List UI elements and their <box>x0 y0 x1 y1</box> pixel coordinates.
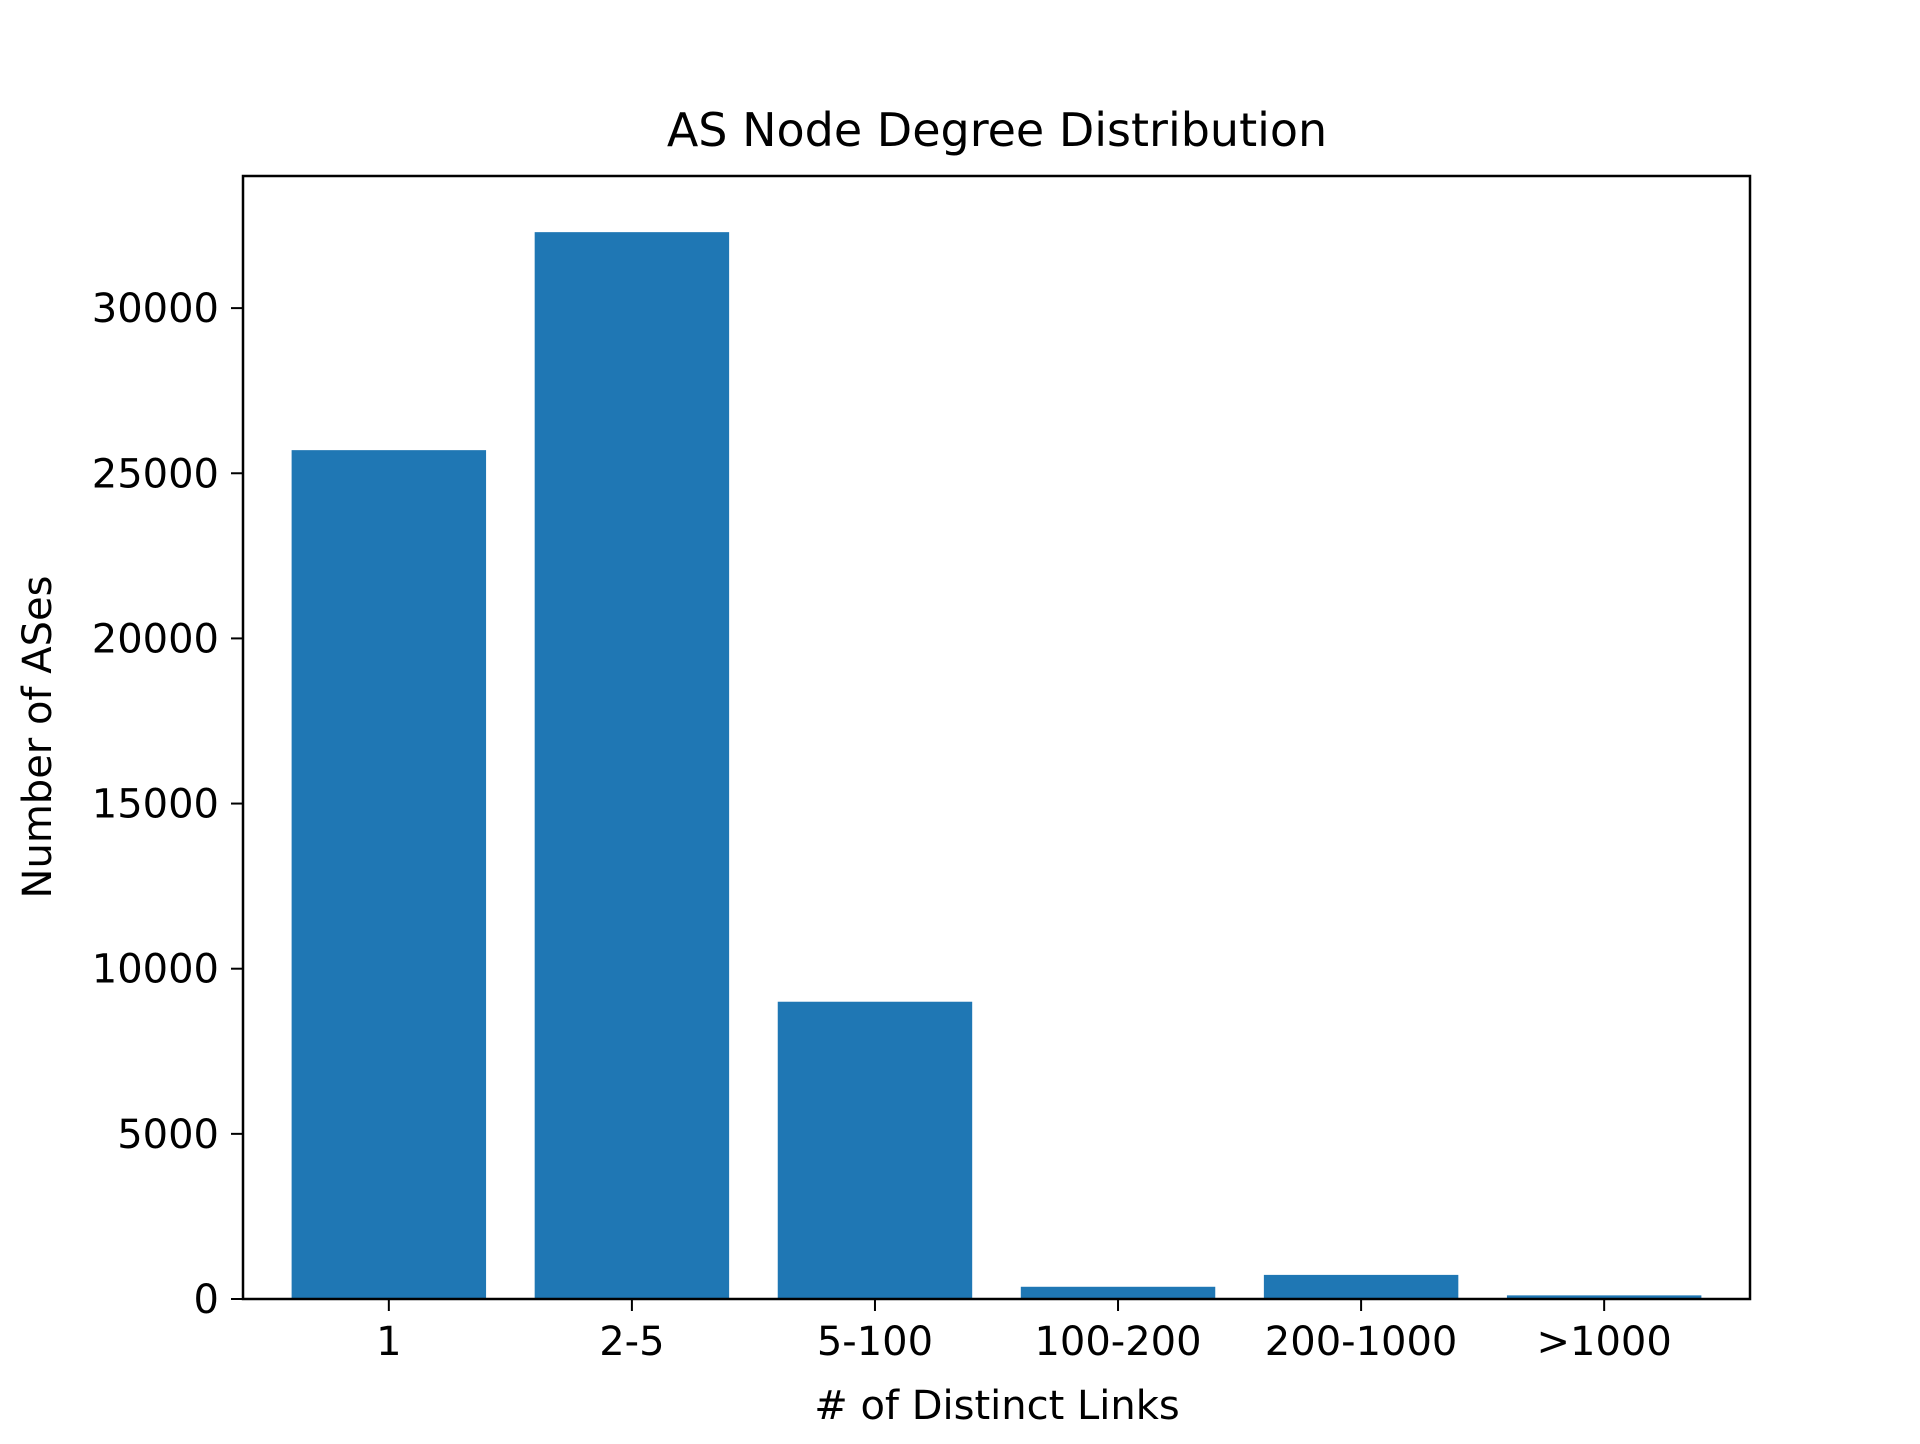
x-tick-label: 100-200 <box>1034 1319 1201 1365</box>
bar-200-1000 <box>1263 1274 1459 1299</box>
y-tick-label: 25000 <box>92 451 219 497</box>
x-tick-label: 1 <box>376 1319 401 1365</box>
x-axis: 1 2-5 5-100 100-200 200-1000 >1000 <box>376 1299 1672 1365</box>
x-tick-label: 5-100 <box>817 1319 933 1365</box>
chart-title: AS Node Degree Distribution <box>667 103 1327 157</box>
y-axis: 0 5000 10000 15000 20000 25000 30000 <box>92 286 243 1323</box>
x-tick-label: 200-1000 <box>1265 1319 1458 1365</box>
x-tick-label: >1000 <box>1537 1319 1672 1365</box>
bar-gt-1000 <box>1506 1295 1702 1299</box>
x-tick-label: 2-5 <box>599 1319 664 1365</box>
y-axis-label: Number of ASes <box>15 576 61 899</box>
y-tick-label: 5000 <box>117 1112 219 1158</box>
y-tick-label: 30000 <box>92 286 219 332</box>
bar-1 <box>291 450 487 1299</box>
bar-100-200 <box>1020 1286 1216 1299</box>
y-tick-label: 10000 <box>92 947 219 993</box>
y-tick-label: 20000 <box>92 616 219 662</box>
x-axis-label: # of Distinct Links <box>814 1383 1180 1429</box>
bars-layer <box>291 232 1702 1299</box>
y-tick-label: 15000 <box>92 782 219 828</box>
bar-2-5 <box>534 232 730 1299</box>
plot-frame <box>241 174 1752 1301</box>
y-tick-label: 0 <box>194 1277 219 1323</box>
bar-5-100 <box>777 1001 973 1299</box>
